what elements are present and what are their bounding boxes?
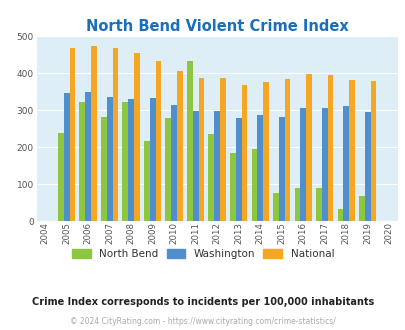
- Bar: [294, 188, 300, 221]
- Bar: [348, 80, 354, 221]
- Bar: [112, 49, 118, 221]
- Text: © 2024 CityRating.com - https://www.cityrating.com/crime-statistics/: © 2024 CityRating.com - https://www.city…: [70, 317, 335, 326]
- Bar: [300, 108, 305, 221]
- Bar: [177, 71, 183, 221]
- Bar: [171, 105, 177, 221]
- Bar: [358, 196, 364, 221]
- Bar: [107, 97, 112, 221]
- Bar: [165, 118, 171, 221]
- Bar: [305, 74, 311, 221]
- Bar: [192, 111, 198, 221]
- Bar: [208, 134, 214, 221]
- Bar: [241, 85, 247, 221]
- Bar: [155, 61, 161, 221]
- Bar: [220, 78, 225, 221]
- Bar: [343, 106, 348, 221]
- Bar: [337, 209, 343, 221]
- Bar: [85, 92, 91, 221]
- Bar: [134, 53, 140, 221]
- Bar: [262, 82, 268, 221]
- Bar: [278, 116, 284, 221]
- Bar: [91, 46, 97, 221]
- Bar: [69, 48, 75, 221]
- Bar: [257, 115, 262, 221]
- Title: North Bend Violent Crime Index: North Bend Violent Crime Index: [85, 19, 348, 34]
- Bar: [251, 149, 257, 221]
- Bar: [321, 108, 327, 221]
- Bar: [79, 102, 85, 221]
- Bar: [198, 78, 204, 221]
- Bar: [327, 76, 333, 221]
- Bar: [284, 79, 290, 221]
- Bar: [364, 112, 370, 221]
- Bar: [58, 133, 64, 221]
- Bar: [128, 99, 134, 221]
- Bar: [214, 111, 220, 221]
- Bar: [144, 141, 149, 221]
- Text: Crime Index corresponds to incidents per 100,000 inhabitants: Crime Index corresponds to incidents per…: [32, 297, 373, 307]
- Bar: [370, 81, 375, 221]
- Bar: [315, 188, 321, 221]
- Bar: [64, 93, 69, 221]
- Bar: [149, 98, 155, 221]
- Bar: [101, 117, 107, 221]
- Legend: North Bend, Washington, National: North Bend, Washington, National: [68, 246, 337, 262]
- Bar: [235, 118, 241, 221]
- Bar: [187, 61, 192, 221]
- Bar: [272, 193, 278, 221]
- Bar: [230, 153, 235, 221]
- Bar: [122, 102, 128, 221]
